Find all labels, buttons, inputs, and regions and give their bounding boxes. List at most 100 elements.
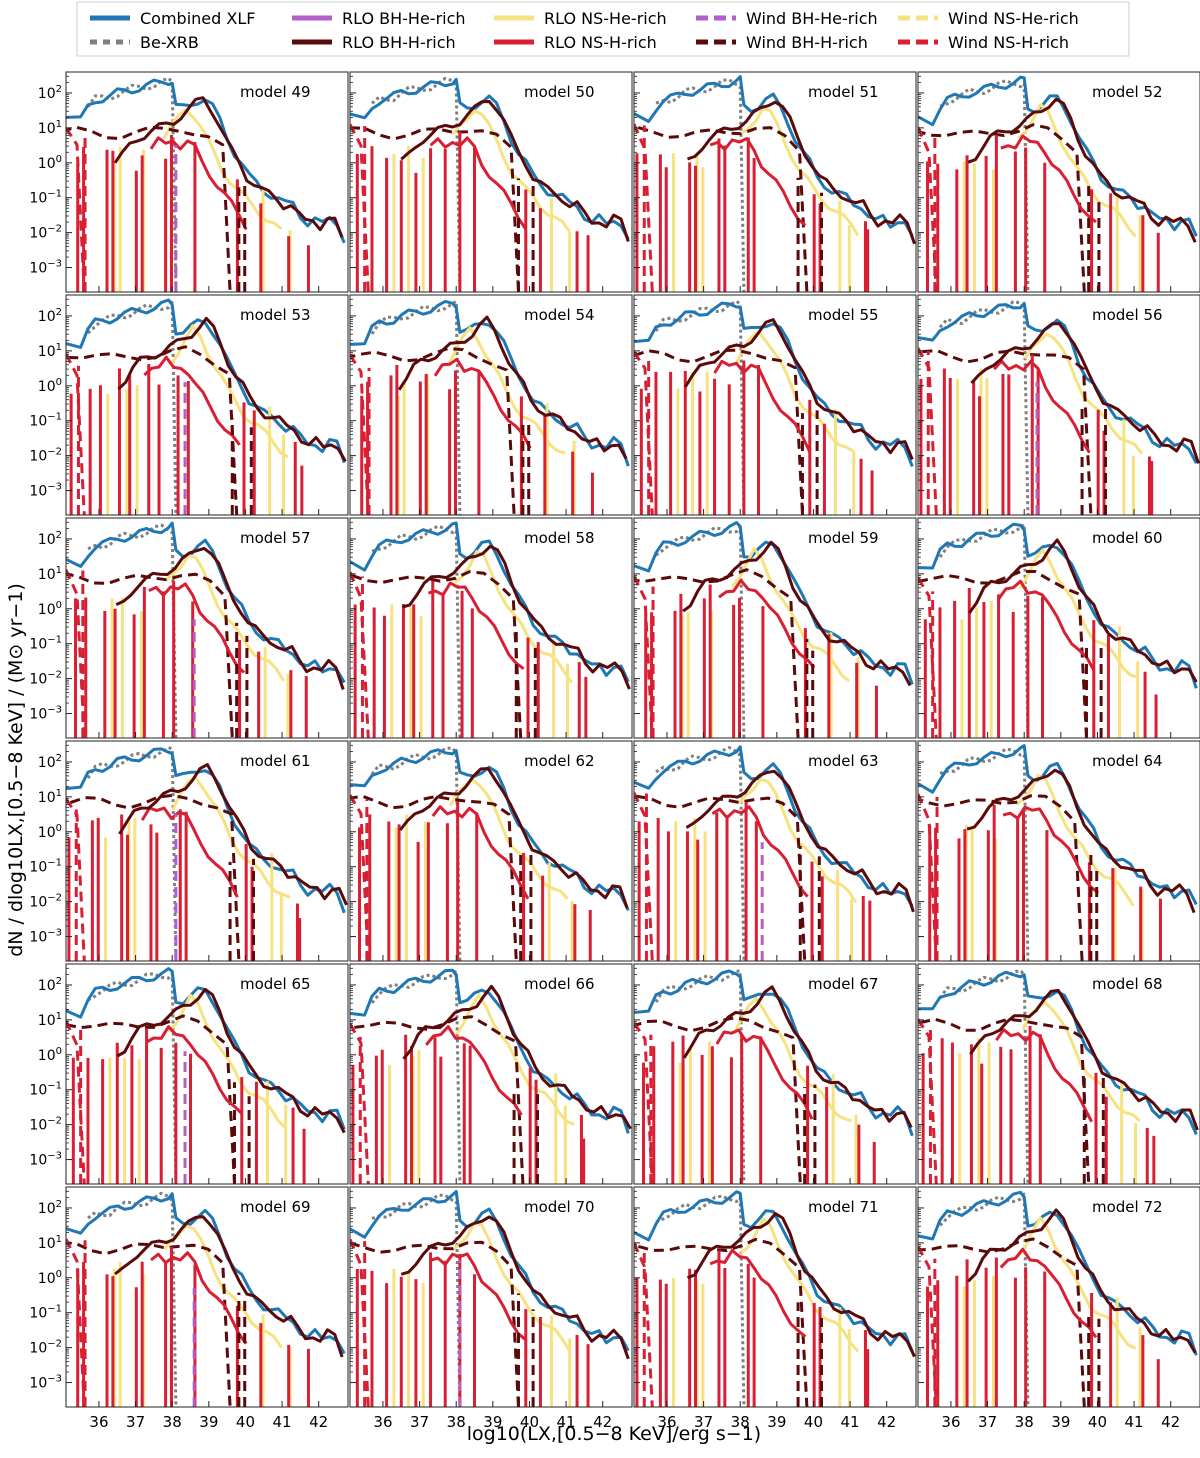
legend-label-6: Wind BH-He-rich <box>746 9 878 28</box>
panel-title: model 51 <box>808 83 879 101</box>
rlo-bh-h-line <box>117 316 347 463</box>
panel-frame <box>349 71 633 293</box>
panel-title: model 54 <box>524 306 595 324</box>
panel-frame <box>633 1186 917 1408</box>
combined-xlf-line <box>66 1192 346 1355</box>
wind-bh-h-line <box>350 346 516 515</box>
wind-bh-h-line <box>66 125 232 292</box>
panel-title: model 69 <box>240 1198 311 1216</box>
rlo-bh-h-line <box>682 540 912 687</box>
rlo-bh-h-line <box>686 1212 916 1358</box>
be-xrb-line <box>655 78 746 292</box>
wind-ns-h-line <box>918 1245 938 1407</box>
panel-title: model 56 <box>1092 306 1163 324</box>
wind-ns-h-line <box>634 575 654 738</box>
panel-2: model 50 <box>349 71 633 293</box>
panel-title: model 71 <box>808 1198 879 1216</box>
rlo-ns-h-line <box>145 1025 243 1115</box>
panel-frame <box>349 294 633 516</box>
combined-xlf-line <box>350 748 630 912</box>
wind-ns-h-line <box>634 123 654 292</box>
y-tick-label: 10−1 <box>29 635 62 653</box>
y-tick-label: 100 <box>38 154 62 172</box>
be-xrb-line <box>86 301 178 515</box>
y-tick-label: 10−1 <box>29 1304 62 1322</box>
rlo-ns-h-line <box>715 1028 814 1120</box>
x-tick-label: 42 <box>1161 1413 1180 1431</box>
y-tick-label: 102 <box>38 530 62 548</box>
panel-14: model 62 <box>349 740 633 962</box>
combined-xlf-line <box>918 75 1198 237</box>
wind-bh-h-line <box>351 570 523 738</box>
rlo-bh-h-line <box>115 546 345 690</box>
rlo-bh-h-line <box>116 987 346 1134</box>
panel-22: 36 37 38 39 40 41 42 model 70 <box>349 1186 633 1431</box>
wind-bh-h-line <box>350 126 520 292</box>
panels-grid: 10−3 10−2 10−1 100 101 102 model 49 model 50 mod… <box>29 71 1200 1431</box>
panel-frame <box>633 71 917 293</box>
combined-xlf-line <box>634 301 914 467</box>
wind-ns-h-line <box>66 569 86 738</box>
y-axis-label: dN / dlog10LX,[0.5−8 KeV] / (M⊙ yr−1) <box>5 583 27 957</box>
rlo-ns-h-line <box>713 359 812 453</box>
wind-bh-h-line <box>634 1016 802 1184</box>
rlo-bh-h-line <box>114 1215 344 1358</box>
panel-frame <box>65 517 349 739</box>
rlo-bh-h-line <box>401 544 631 690</box>
panel-title: model 62 <box>524 752 595 770</box>
be-xrb-line <box>371 1193 462 1407</box>
panel-title: model 72 <box>1092 1198 1163 1216</box>
panel-20: model 68 <box>917 963 1200 1185</box>
wind-bh-h-line <box>354 1015 525 1184</box>
panel-13: 10−3 10−2 10−1 100 101 102 model 61 <box>29 740 349 962</box>
combined-xlf-line <box>350 968 630 1134</box>
panel-frame <box>917 294 1200 516</box>
panel-frame <box>65 740 349 962</box>
x-tick-label: 42 <box>593 1413 612 1431</box>
legend-label-2: RLO BH-He-rich <box>342 9 466 28</box>
wind-bh-h-line <box>918 794 1084 961</box>
x-tick-label: 42 <box>309 1413 328 1431</box>
rlo-ns-h-line <box>997 579 1096 671</box>
y-tick-label: 10−1 <box>29 858 62 876</box>
panel-title: model 64 <box>1092 752 1163 770</box>
legend-label-9: Wind NS-H-rich <box>948 33 1069 52</box>
rlo-bh-h-line <box>687 100 916 245</box>
wind-bh-h-line <box>634 348 804 515</box>
panel-title: model 52 <box>1092 83 1163 101</box>
panel-frame <box>633 517 917 739</box>
rlo-ns-h-line <box>429 136 528 230</box>
x-tick-label: 38 <box>1015 1413 1034 1431</box>
rlo-ns-h-line <box>428 581 525 670</box>
panel-frame <box>633 294 917 516</box>
rlo-bh-h-line <box>684 318 914 461</box>
wind-ns-h-line <box>918 793 938 961</box>
combined-xlf-line <box>350 299 630 467</box>
panel-frame <box>917 71 1200 293</box>
panel-9: 10−3 10−2 10−1 100 101 102 model 57 <box>29 517 349 739</box>
rlo-bh-h-line <box>970 322 1200 464</box>
rlo-bh-h-line <box>967 1208 1197 1354</box>
combined-xlf-line <box>350 77 630 240</box>
x-tick-label: 36 <box>657 1413 676 1431</box>
combined-xlf-line <box>634 969 914 1137</box>
wind-bh-h-line <box>66 572 234 738</box>
wind-ns-h-line <box>634 1242 654 1407</box>
y-tick-label: 10−1 <box>29 412 62 430</box>
legend-label-3: RLO BH-H-rich <box>342 33 456 52</box>
y-tick-label: 101 <box>38 1234 62 1252</box>
panel-title: model 67 <box>808 975 879 993</box>
wind-ns-h-line <box>66 353 86 515</box>
rlo-ns-h-line <box>993 359 1091 454</box>
rlo-bh-h-line <box>400 100 630 242</box>
rlo-ns-h-line <box>140 806 239 898</box>
y-tick-label: 101 <box>38 788 62 806</box>
y-tick-label: 101 <box>38 1011 62 1029</box>
rlo-bh-h-line <box>969 988 1199 1131</box>
y-tick-label: 10−2 <box>29 224 62 242</box>
x-tick-label: 40 <box>520 1413 539 1431</box>
wind-bh-h-line <box>637 126 809 292</box>
combined-xlf-line <box>66 298 346 464</box>
x-tick-label: 41 <box>841 1413 860 1431</box>
rlo-ns-h-line <box>431 805 530 900</box>
